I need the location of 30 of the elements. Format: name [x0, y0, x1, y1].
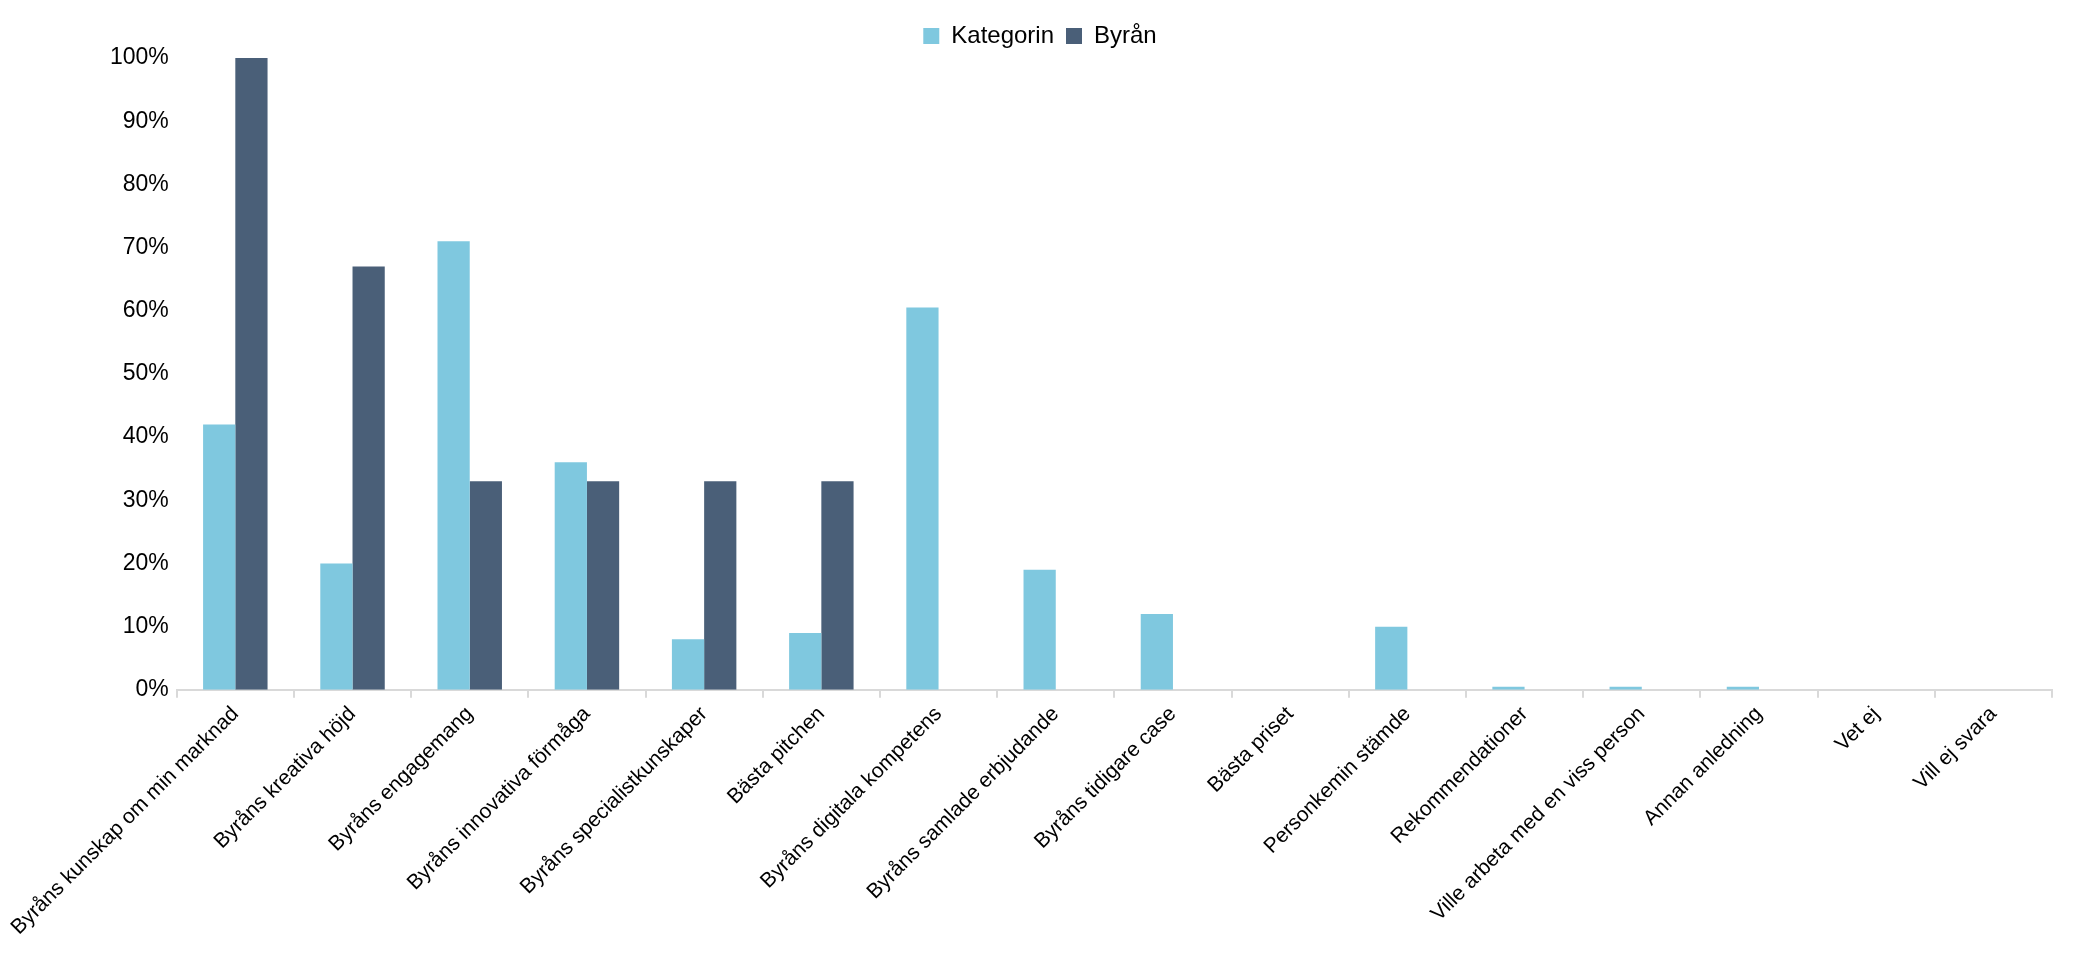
- bar: [352, 266, 385, 690]
- bar: [704, 481, 737, 690]
- y-tick-label: 80%: [122, 169, 169, 196]
- y-tick-label: 30%: [122, 485, 169, 512]
- bar: [203, 424, 236, 690]
- bar: [1140, 614, 1173, 690]
- y-tick-label: 40%: [122, 422, 169, 449]
- bar: [437, 241, 470, 690]
- legend-label: Kategorin: [951, 20, 1055, 48]
- y-tick-label: 50%: [122, 359, 169, 386]
- legend-label: Byrån: [1094, 20, 1157, 48]
- bar: [320, 563, 353, 690]
- x-tick-label: Vet ej: [1829, 701, 1884, 755]
- y-tick-label: 0%: [135, 675, 169, 702]
- bar: [469, 481, 502, 690]
- bar: [671, 639, 705, 690]
- y-tick-label: 100%: [109, 43, 169, 70]
- bar: [554, 462, 587, 690]
- y-tick-label: 20%: [122, 548, 169, 575]
- bar: [1023, 569, 1056, 690]
- y-tick-label: 60%: [122, 296, 169, 323]
- y-tick-label: 70%: [122, 232, 169, 259]
- bar: [906, 307, 939, 690]
- bar: [821, 481, 854, 690]
- y-tick-label: 90%: [122, 106, 169, 133]
- bar: [235, 58, 268, 690]
- y-tick-label: 10%: [122, 611, 169, 638]
- bar: [1375, 626, 1408, 690]
- bar: [789, 632, 822, 690]
- bar: [586, 481, 620, 690]
